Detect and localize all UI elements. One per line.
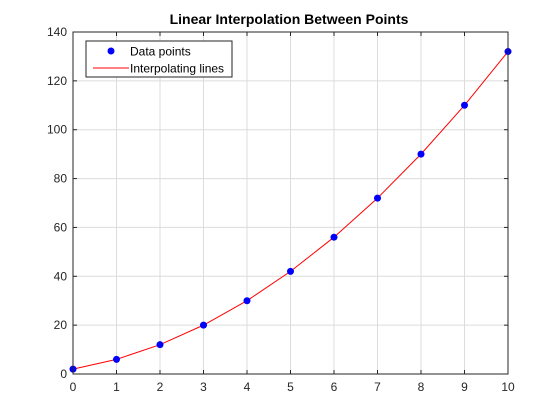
data-point	[113, 356, 120, 363]
y-tick-label: 120	[47, 74, 67, 88]
legend-label-interpolating-lines: Interpolating lines	[130, 62, 224, 76]
y-tick-label: 100	[47, 123, 67, 137]
legend-label-data-points: Data points	[130, 45, 191, 59]
x-tick-label: 1	[113, 380, 120, 394]
y-tick-label: 40	[54, 269, 68, 283]
y-tick-label: 20	[54, 318, 68, 332]
x-tick-label: 7	[374, 380, 381, 394]
x-tick-label: 0	[70, 380, 77, 394]
x-tick-label: 8	[418, 380, 425, 394]
data-point	[157, 341, 164, 348]
x-tick-label: 4	[244, 380, 251, 394]
legend: Data points Interpolating lines	[86, 41, 232, 77]
x-tick-label: 2	[157, 380, 164, 394]
data-point	[200, 322, 207, 329]
chart-title: Linear Interpolation Between Points	[170, 11, 409, 27]
x-tick-label: 3	[200, 380, 207, 394]
x-tick-label: 9	[461, 380, 468, 394]
data-point	[331, 234, 338, 241]
y-tick-label: 0	[60, 367, 67, 381]
data-point	[287, 268, 294, 275]
x-tick-label: 10	[501, 380, 515, 394]
y-tick-label: 60	[54, 220, 68, 234]
data-point	[461, 102, 468, 109]
x-tick-label: 5	[287, 380, 294, 394]
data-point	[244, 297, 251, 304]
legend-marker-data-points	[108, 48, 115, 55]
data-point	[418, 151, 425, 158]
y-tick-label: 80	[54, 172, 68, 186]
y-tick-label: 140	[47, 25, 67, 39]
x-tick-label: 6	[331, 380, 338, 394]
data-point	[374, 195, 381, 202]
